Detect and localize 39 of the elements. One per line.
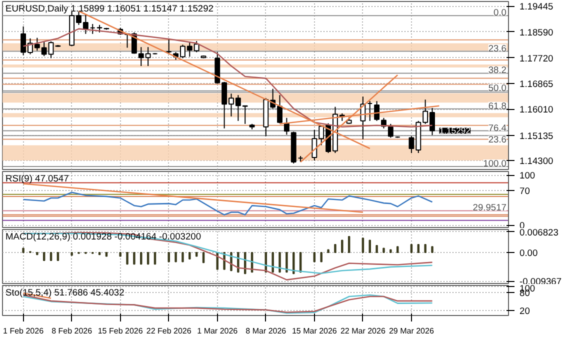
x-tick-label: 15 Feb 2026 xyxy=(98,326,144,336)
annotation: 23.6 xyxy=(488,43,506,54)
y-tick-label: 1.16865 xyxy=(520,79,554,90)
y-tick-label: 1.19445 xyxy=(520,2,554,12)
line-series xyxy=(22,192,433,216)
y-tick-label: 1.17720 xyxy=(520,53,554,64)
candlestick xyxy=(374,100,380,122)
annotation: 38.2 xyxy=(488,65,506,76)
y-tick-label: 1.18590 xyxy=(520,27,554,38)
y-tick-label: 20 xyxy=(520,306,530,316)
candlestick xyxy=(388,123,394,138)
x-tick-label: 15 Mar 2026 xyxy=(292,326,338,336)
y-tick-label: 100 xyxy=(520,170,536,181)
y-tick-label: 1.15135 xyxy=(520,130,554,141)
chart-title: Sto(15,5,4) 51.7686 45.4032 xyxy=(6,288,124,298)
chart-title: EURUSD,Daily 1.15899 1.16051 1.15147 1.15292 xyxy=(6,4,214,14)
candlestick xyxy=(284,117,290,136)
ref-line-label: 29.9517 xyxy=(472,202,507,213)
x-tick-label: 22 Mar 2026 xyxy=(340,326,386,336)
annotation: 1.15292 xyxy=(439,126,471,136)
annotation: 100.0 xyxy=(483,158,506,168)
y-tick-label: 0.006823 xyxy=(520,228,558,238)
x-tick-label: 8 Mar 2026 xyxy=(246,326,287,336)
candlestick xyxy=(166,38,172,54)
x-tick-label: 22 Feb 2026 xyxy=(146,326,192,336)
x-tick-label: 1 Mar 2026 xyxy=(197,326,238,336)
x-tick-label: 8 Feb 2026 xyxy=(52,326,93,336)
annotation: 61.8 xyxy=(488,100,506,111)
y-tick-label: 70 xyxy=(520,186,530,196)
y-tick-label: 1.16010 xyxy=(520,104,554,115)
x-tick-label: 1 Feb 2026 xyxy=(3,326,44,336)
y-tick-label: 1.14300 xyxy=(520,156,554,166)
annotation: 76.4 xyxy=(488,122,506,133)
annotation: 0.0 xyxy=(494,8,506,18)
chart-title: RSI(9) 47.0547 xyxy=(6,174,69,184)
annotation: 50.0 xyxy=(488,82,506,93)
annotation: 23.6 xyxy=(488,134,506,145)
x-tick-label: 29 Mar 2026 xyxy=(389,326,434,336)
y-tick-label: 0.00 xyxy=(520,248,538,258)
